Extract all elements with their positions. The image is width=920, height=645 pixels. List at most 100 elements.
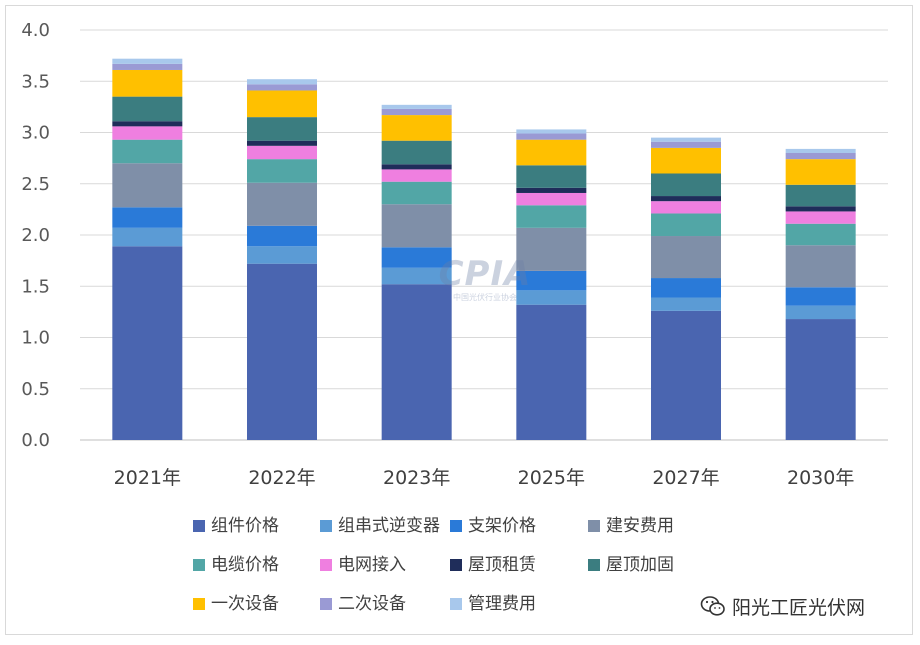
bar-segment (516, 270, 587, 291)
bar-segment (112, 58, 183, 64)
legend-label: 组串式逆变器 (338, 516, 440, 536)
bar-segment (516, 205, 587, 228)
bar-segment (516, 187, 587, 193)
legend-swatch (450, 598, 462, 610)
bar-segment (651, 236, 721, 279)
bar-segment (112, 126, 183, 140)
bar-segment (112, 207, 183, 228)
x-tick-label: 2030年 (787, 467, 854, 489)
bar-segment (381, 164, 452, 170)
y-tick-label: 3.0 (21, 123, 50, 144)
brand-badge: 阳光工匠光伏网 (700, 590, 865, 622)
bar-segment (651, 141, 721, 148)
legend-swatch (320, 559, 332, 571)
legend-swatch (450, 520, 462, 532)
bar-segment (381, 284, 452, 440)
bar-segment (651, 137, 721, 142)
legend-label: 屋顶加固 (606, 555, 674, 575)
bar-segment (785, 184, 856, 207)
bar-segment (381, 104, 452, 109)
legend-swatch (588, 559, 600, 571)
bar-segment (112, 139, 183, 164)
bar-segment (381, 140, 452, 165)
bar-segment (247, 79, 317, 85)
y-tick-label: 4.0 (21, 20, 50, 41)
bar-segment (381, 115, 452, 141)
bar-segment (516, 133, 587, 140)
cpia-watermark: CPIA 中国光伏行业协会 (430, 240, 540, 320)
watermark-logo: CPIA (438, 254, 532, 294)
bar-segment (785, 319, 856, 440)
bar-segment (247, 159, 317, 183)
bar-segment (112, 63, 183, 70)
legend-label: 电网接入 (338, 555, 406, 575)
y-tick-label: 1.5 (21, 276, 50, 297)
bar-segment (785, 206, 856, 212)
x-tick-label: 2027年 (652, 467, 719, 489)
bar-segment (785, 211, 856, 224)
bar-segment (516, 192, 587, 206)
bar-segment (247, 246, 317, 264)
legend-swatch (193, 598, 205, 610)
bar-segment (785, 305, 856, 320)
y-tick-label: 2.5 (21, 174, 50, 195)
bar-segment (651, 147, 721, 174)
legend-swatch (320, 598, 332, 610)
bar-segment (381, 169, 452, 182)
bar-segment (381, 247, 452, 268)
legend-label: 屋顶租赁 (468, 555, 536, 575)
bar-segment (651, 297, 721, 311)
y-tick-label: 1.0 (21, 328, 50, 349)
bar-segment (247, 90, 317, 118)
bar-segment (785, 223, 856, 246)
x-tick-label: 2022年 (248, 467, 315, 489)
legend-label: 一次设备 (211, 594, 279, 614)
bar-segment (247, 225, 317, 247)
legend-label: 管理费用 (468, 594, 536, 614)
bar-segment (247, 84, 317, 91)
legend-swatch (193, 520, 205, 532)
legend-swatch (320, 520, 332, 532)
legend-label: 支架价格 (468, 516, 536, 536)
legend-label: 电缆价格 (211, 555, 279, 575)
bar-segment (516, 290, 587, 305)
bar-segment (247, 145, 317, 160)
bar-segment (516, 165, 587, 188)
bar-segment (112, 69, 183, 97)
y-tick-label: 0.0 (21, 430, 50, 451)
bar-segment (247, 182, 317, 226)
bar-segment (651, 310, 721, 440)
x-tick-label: 2023年 (383, 467, 450, 489)
bar-segment (516, 227, 587, 271)
bar-segment (785, 153, 856, 160)
legend-label: 建安费用 (606, 516, 674, 536)
bar-segment (112, 163, 183, 208)
y-tick-label: 2.0 (21, 225, 50, 246)
bar-segment (516, 129, 587, 134)
bar-segment (247, 117, 317, 141)
bar-segment (651, 196, 721, 202)
bar-segment (651, 201, 721, 214)
bar-segment (516, 139, 587, 166)
x-tick-label: 2025年 (518, 467, 585, 489)
bar-segment (381, 108, 452, 116)
chart-frame (5, 5, 913, 635)
bar-segment (381, 267, 452, 285)
bar-segment (651, 173, 721, 197)
bar-segment (785, 245, 856, 288)
bar-segment (381, 181, 452, 205)
bar-segment (785, 148, 856, 153)
wechat-icon (700, 596, 725, 616)
legend-swatch (450, 559, 462, 571)
legend-label: 组件价格 (211, 516, 279, 536)
bar-segment (247, 140, 317, 146)
legend-label: 二次设备 (338, 594, 406, 614)
bar-segment (516, 304, 587, 440)
bar-segment (381, 204, 452, 248)
legend-swatch (193, 559, 205, 571)
bar-segment (785, 159, 856, 185)
bar-segment (112, 121, 183, 127)
brand-name: 阳光工匠光伏网 (732, 596, 866, 619)
bar-segment (785, 287, 856, 306)
